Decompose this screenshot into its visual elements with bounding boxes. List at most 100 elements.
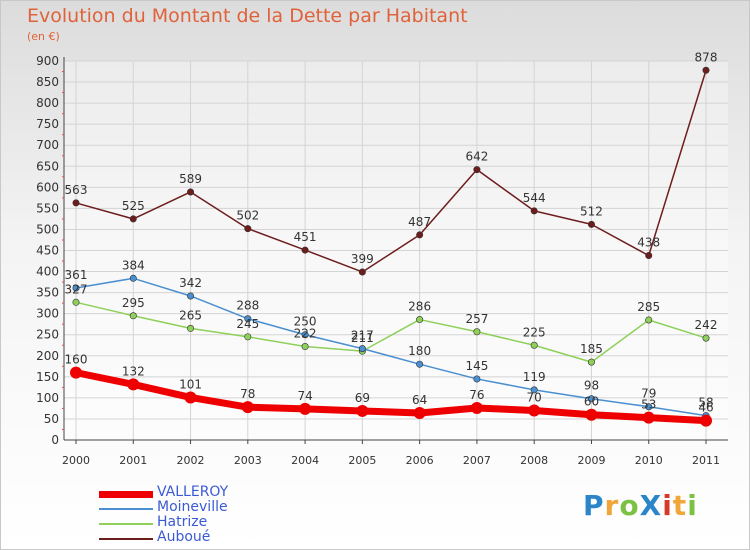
data-label: 487: [408, 215, 431, 229]
data-point: [700, 414, 712, 427]
data-point: [585, 408, 598, 421]
data-point: [587, 220, 595, 228]
data-point: [301, 331, 309, 339]
y-tick-label: 900: [36, 54, 59, 68]
y-tick-label: 350: [36, 286, 59, 300]
data-label: 512: [580, 204, 603, 218]
data-point: [70, 366, 82, 379]
logo-letter: r: [604, 489, 620, 522]
data-point: [587, 395, 595, 403]
data-label: 64: [412, 393, 427, 407]
data-point: [358, 268, 366, 276]
x-tick-label: 2002: [177, 454, 205, 467]
series-line-moineville: [75, 277, 707, 417]
data-label: 245: [236, 317, 259, 331]
data-point: [129, 274, 137, 282]
x-tick-label: 2000: [62, 454, 90, 467]
data-label: 76: [469, 388, 484, 402]
legend-label: Moineville: [157, 499, 228, 515]
data-point: [413, 407, 426, 420]
legend-swatch: [99, 490, 153, 498]
data-label: 185: [580, 342, 603, 356]
x-tick-label: 2010: [635, 454, 663, 467]
data-label: 225: [523, 325, 546, 339]
data-label: 101: [179, 377, 202, 391]
data-label: 46: [698, 401, 713, 415]
data-label: 98: [584, 379, 599, 393]
data-point: [642, 411, 655, 424]
data-label: 160: [65, 353, 88, 367]
x-tick-label: 2003: [234, 454, 262, 467]
data-point: [301, 343, 309, 351]
data-label: 69: [355, 391, 370, 405]
data-label: 285: [637, 300, 660, 314]
data-point: [187, 292, 195, 300]
data-point: [244, 315, 252, 323]
y-tick-label: 750: [36, 117, 59, 131]
x-tick-label: 2007: [463, 454, 491, 467]
data-point: [645, 403, 653, 411]
logo-letter: X: [639, 489, 663, 522]
y-tick-label: 300: [36, 307, 59, 321]
data-point: [470, 401, 483, 414]
data-label: 70: [527, 391, 542, 405]
logo-letter: i: [662, 489, 673, 522]
data-label: 60: [584, 395, 599, 409]
data-label: 257: [465, 312, 488, 326]
x-tick-label: 2011: [692, 454, 720, 467]
data-point: [356, 404, 369, 417]
data-point: [528, 404, 541, 417]
data-point: [244, 333, 252, 341]
data-point: [358, 345, 366, 353]
data-label: 438: [637, 236, 660, 250]
data-label: 180: [408, 344, 431, 358]
y-tick-label: 800: [36, 96, 59, 110]
y-tick-label: 200: [36, 349, 59, 363]
y-tick-label: 650: [36, 159, 59, 173]
data-label: 342: [179, 276, 202, 290]
y-tick-label: 700: [36, 138, 59, 152]
data-label: 58: [698, 396, 713, 410]
legend-item: Hatrize: [99, 514, 359, 531]
data-label: 878: [695, 50, 718, 64]
data-point: [72, 284, 80, 292]
legend-label: VALLEROY: [157, 484, 229, 500]
y-tick-label: 450: [36, 244, 59, 258]
data-point: [473, 166, 481, 174]
logo-letter: P: [583, 489, 605, 522]
legend-item: Auboué: [99, 529, 359, 546]
data-point: [530, 386, 538, 394]
x-tick-label: 2001: [119, 454, 147, 467]
legend-swatch: [99, 523, 153, 525]
x-tick-label: 2006: [406, 454, 434, 467]
legend-item: VALLEROY: [99, 484, 359, 501]
data-point: [129, 312, 137, 320]
data-label: 78: [240, 387, 255, 401]
data-point: [299, 402, 312, 415]
legend-swatch: [99, 508, 153, 510]
data-point: [473, 375, 481, 383]
data-label: 222: [294, 327, 317, 341]
data-point: [702, 66, 710, 74]
data-point: [244, 225, 252, 233]
x-tick-label: 2009: [577, 454, 605, 467]
unit-label: (en €): [27, 30, 60, 43]
data-label: 211: [351, 331, 374, 345]
data-label: 265: [179, 308, 202, 322]
logo-letter: o: [619, 489, 640, 522]
data-point: [187, 324, 195, 332]
data-label: 286: [408, 300, 431, 314]
data-point: [187, 188, 195, 196]
series-line-hatrize: [75, 301, 707, 363]
data-label: 502: [236, 209, 259, 223]
y-tick-label: 850: [36, 75, 59, 89]
data-label: 361: [65, 268, 88, 282]
data-point: [645, 252, 653, 260]
data-label: 525: [122, 199, 145, 213]
logo-letter: t: [672, 489, 688, 522]
y-tick-label: 250: [36, 328, 59, 342]
chart-title: Evolution du Montant de la Dette par Hab…: [27, 5, 468, 27]
y-tick-label: 500: [36, 222, 59, 236]
